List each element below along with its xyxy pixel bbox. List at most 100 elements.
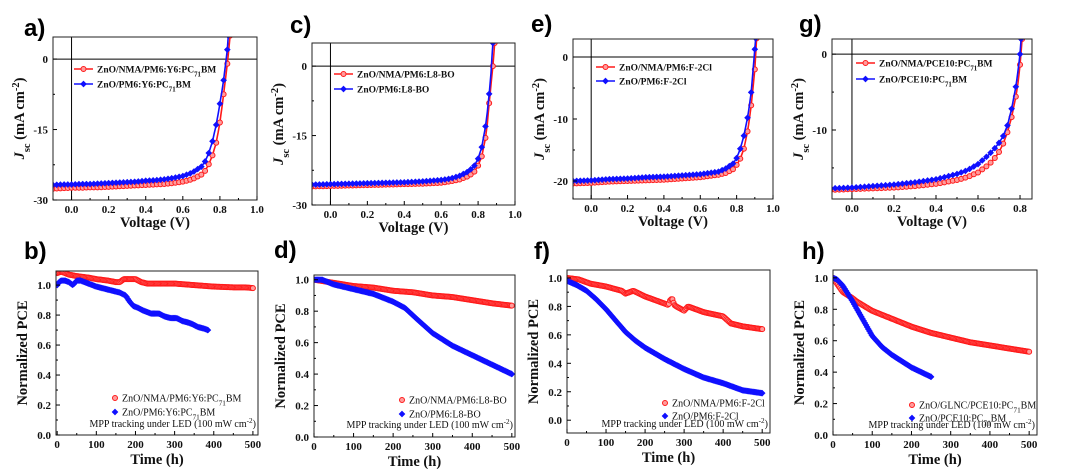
legend-marker	[661, 412, 669, 420]
legend-marker	[340, 85, 347, 93]
legend-marker	[399, 397, 405, 403]
plot-frame	[52, 36, 258, 201]
x-axis-title: Voltage (V)	[120, 215, 190, 231]
x-tick-label: 0.0	[584, 203, 598, 215]
x-tick-label: 0	[54, 439, 60, 451]
x-tick-label: 200	[127, 439, 144, 451]
series-red	[53, 37, 233, 192]
legend-marker	[602, 64, 609, 70]
legend: ZnO/NMA/PM6:F-2Cl ZnO/PM6:F-2Cl	[661, 399, 765, 423]
plot-frame	[832, 269, 1038, 436]
data-point	[1026, 348, 1033, 355]
x-axis-title: Voltage (V)	[638, 214, 708, 230]
y-tick-label: 0.6	[814, 336, 828, 348]
panel-g: 0.0 0.2 0.4 0.6 0.8 0 -10 Voltage (V) Jsc (mA cm…	[790, 11, 1033, 230]
data-point	[736, 145, 744, 153]
y-tick-label: 0	[563, 52, 569, 64]
y-tick-label: 0.8	[295, 306, 309, 318]
data-point	[975, 169, 982, 176]
legend-label: ZnO/NMA/PM6:F-2Cl	[672, 399, 765, 410]
data-point	[995, 139, 1003, 147]
data-point	[991, 144, 999, 152]
y-tick-label: 0.0	[548, 415, 562, 427]
panel-b: 0 100 200 300 400 500 0.0 0.2 0.4 0.6 0.8 1.0 Time (…	[15, 238, 262, 468]
y-axis-title: Jsc (mA cm-2)	[11, 77, 33, 160]
panel-label-c: c)	[290, 12, 311, 39]
data-point	[991, 155, 998, 162]
series-line	[573, 39, 758, 185]
x-tick-label: 400	[206, 439, 223, 451]
plot-area	[56, 271, 256, 334]
y-tick-label: 0	[302, 61, 308, 73]
x-axis-title: Voltage (V)	[379, 220, 449, 236]
x-axis-title: Time (h)	[642, 450, 695, 466]
series-red	[312, 43, 498, 190]
plot-area	[573, 39, 760, 187]
legend-label: ZnO/NMA/PM6:L8-BO	[409, 396, 507, 407]
data-point	[966, 165, 973, 173]
x-tick-label: 0	[564, 437, 570, 449]
panel-e: 0.0 0.2 0.4 0.6 0.8 1.0 0 -10 -20 Voltage (V) Jsc …	[531, 11, 781, 230]
legend-label: ZnO/NMA/PM6:L8-BO	[357, 71, 455, 81]
data-point	[740, 132, 748, 140]
legend-item: ZnO/PM6:L8-BO	[398, 410, 481, 421]
legend-item: ZnO/NMA/PM6:Y6:PC71BM	[112, 394, 242, 408]
x-tick-label: 0.4	[139, 204, 153, 216]
x-tick-label: 0.8	[730, 203, 744, 215]
plot-area	[314, 276, 515, 378]
series-line	[573, 39, 757, 182]
x-tick-label: 100	[864, 439, 881, 451]
x-axis-title: Time (h)	[388, 454, 441, 470]
legend-label: ZnO/PM6:Y6:PC71BM	[122, 408, 215, 422]
y-tick-label: 0.8	[37, 310, 51, 322]
panel-f: 0 100 200 300 400 500 0.0 0.2 0.4 0.6 0.8 1.0 Time (…	[526, 238, 771, 466]
data-point	[1012, 83, 1020, 91]
series-red	[314, 276, 515, 309]
series-blue	[314, 276, 515, 378]
legend-label: ZnO/PCE10:PC71BM	[919, 414, 1006, 428]
x-tick-label: 0.8	[471, 209, 485, 221]
series-red	[56, 271, 256, 292]
legend-item: ZnO/PM6:F-2Cl	[661, 412, 739, 423]
mpp-annotation: MPP tracking under LED (100 mW cm-2)	[89, 417, 256, 430]
y-tick-label: 0.2	[295, 401, 309, 413]
x-tick-label: 0.2	[102, 204, 116, 216]
series-blue	[832, 39, 1025, 192]
data-point	[467, 166, 475, 173]
legend-label: ZnO/PM6:F-2Cl	[619, 78, 687, 88]
legend-marker	[80, 80, 87, 88]
x-axis-title: Time (h)	[908, 452, 961, 468]
data-point	[474, 155, 482, 163]
y-tick-label: -10	[553, 114, 568, 126]
series-red	[567, 274, 766, 333]
data-point	[205, 161, 212, 168]
data-point	[970, 163, 978, 170]
series-blue	[567, 277, 766, 397]
data-point	[471, 168, 478, 175]
mpp-annotation: MPP tracking under LED (100 mW cm-2)	[601, 417, 768, 430]
data-point	[983, 163, 990, 170]
mpp-annotation: MPP tracking under LED (100 mW cm-2)	[868, 418, 1035, 431]
y-axis-title: Normalized PCE	[792, 300, 808, 405]
data-point	[209, 137, 216, 145]
plot-area	[567, 274, 766, 397]
mpp-annotation: MPP tracking under LED (100 mW cm-2)	[346, 418, 513, 431]
legend-label: ZnO/PCE10:PC71BM	[879, 76, 967, 89]
legend-label: ZnO/GLNC/PCE10:PC71BM	[919, 401, 1036, 415]
legend-marker	[340, 71, 347, 77]
y-tick-label: -20	[553, 176, 568, 188]
y-tick-label: -15	[292, 131, 307, 143]
plot-frame	[831, 38, 1033, 200]
data-point	[204, 326, 212, 334]
x-tick-label: 0.2	[360, 209, 374, 221]
legend-item: ZnO/NMA/PM6:F-2Cl	[596, 64, 712, 74]
series-blue	[53, 37, 231, 189]
legend-marker	[398, 410, 406, 418]
x-axis-title: Voltage (V)	[897, 214, 967, 230]
legend-item: ZnO/NMA/PM6:L8-BO	[334, 71, 455, 81]
data-point	[753, 39, 759, 42]
y-tick-label: 1.0	[548, 273, 562, 285]
panel-d: 0 100 200 300 400 500 0.0 0.2 0.4 0.6 0.8 1.0 Time (…	[273, 237, 521, 470]
